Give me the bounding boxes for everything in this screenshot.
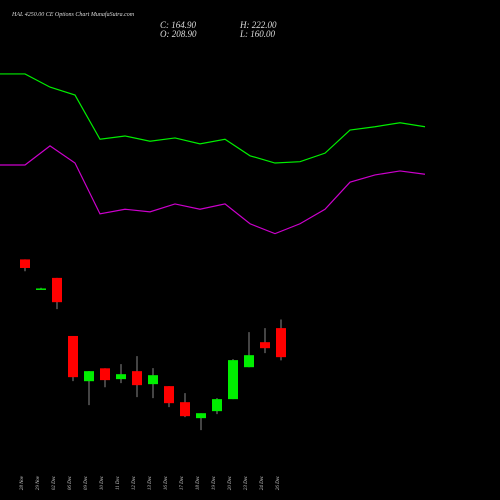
x-tick-label: 13 Dec (148, 475, 153, 490)
x-tick-label: 12 Dec (132, 475, 137, 490)
candle-body (84, 371, 94, 382)
chart-title: HAL 4250.00 CE Options Chart MunafaSutra… (11, 11, 135, 18)
candle-body (228, 360, 238, 400)
candle-body (196, 413, 206, 419)
x-tick-label: 16 Dec (164, 475, 169, 490)
candle-body (244, 355, 254, 368)
x-tick-label: 26 Dec (276, 475, 281, 490)
x-tick-label: 29 Nov (36, 475, 41, 490)
close-readout: C: 164.90 (160, 20, 197, 30)
candle-body (180, 402, 190, 417)
x-tick-label: 06 Dec (68, 475, 73, 490)
x-tick-label: 20 Dec (228, 475, 233, 490)
x-tick-label: 02 Dec (52, 475, 57, 490)
x-tick-label: 19 Dec (212, 475, 217, 490)
candle-body (212, 399, 222, 412)
candle-body (20, 259, 30, 268)
x-tick-label: 18 Dec (196, 475, 201, 490)
candle-body (68, 335, 78, 378)
x-tick-label: 28 Nov (20, 475, 25, 490)
x-tick-label: 09 Dec (84, 475, 89, 490)
candle-body (100, 368, 110, 381)
x-tick-label: 24 Dec (260, 475, 265, 490)
x-tick-label: 17 Dec (180, 475, 185, 490)
candle-body (36, 288, 46, 290)
candle-body (164, 386, 174, 404)
candle-body (260, 342, 270, 349)
candle-body (148, 375, 158, 385)
indicator-line (0, 73, 426, 164)
candle-body (52, 277, 62, 303)
low-readout: L: 160.00 (239, 29, 276, 39)
indicator-line (0, 145, 426, 235)
x-tick-label: 23 Dec (244, 475, 249, 490)
candle-body (116, 374, 126, 380)
open-readout: O: 208.90 (160, 29, 197, 39)
x-tick-label: 10 Dec (100, 475, 105, 490)
high-readout: H: 222.00 (239, 20, 277, 30)
candle-body (276, 328, 286, 358)
candle-body (132, 371, 142, 386)
x-tick-label: 11 Dec (116, 475, 121, 490)
